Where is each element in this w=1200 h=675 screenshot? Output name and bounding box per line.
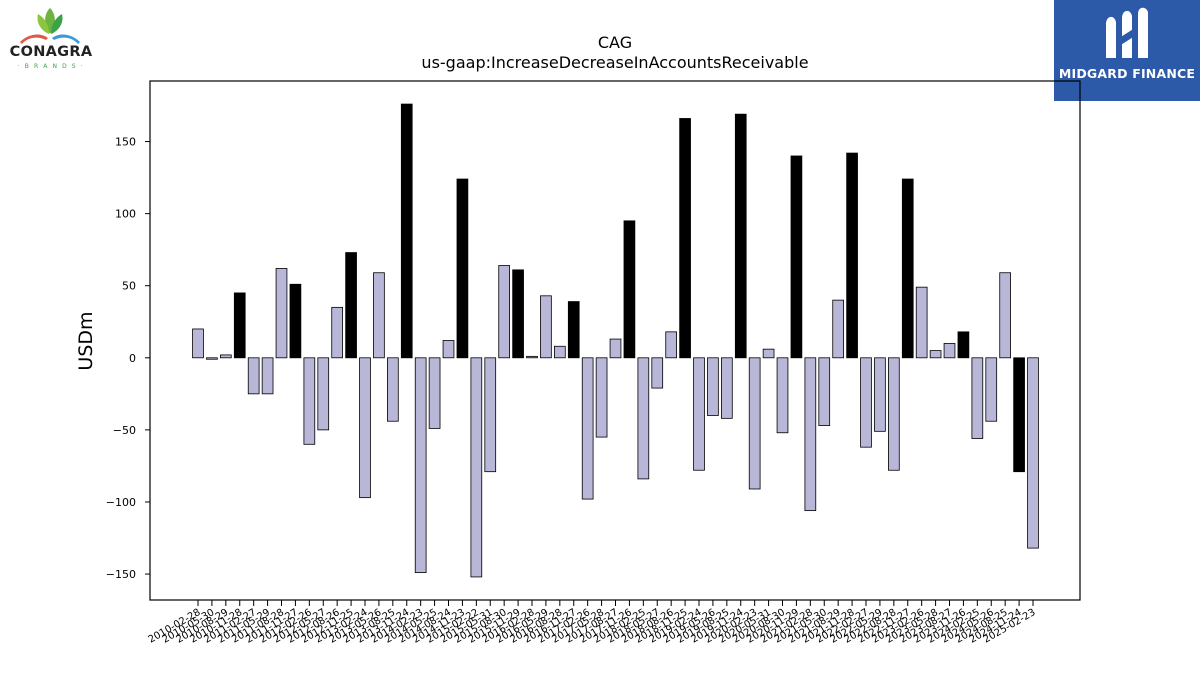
bar-2024-11-24 — [1013, 357, 1025, 473]
bar-2023-02-26 — [915, 286, 928, 359]
midgard-m-icon — [1106, 7, 1148, 59]
bar-2017-11-26 — [623, 220, 636, 359]
bar-2023-05-28 — [929, 350, 942, 359]
bar-2015-11-29 — [512, 269, 524, 359]
bar-2011-11-27 — [289, 283, 302, 359]
bar-2018-11-25 — [679, 118, 691, 359]
bar-2013-11-24 — [400, 103, 413, 359]
bar-2020-05-31 — [762, 348, 775, 359]
bar-2018-08-26 — [665, 331, 677, 359]
y-tick-label: −150 — [106, 568, 136, 581]
bar-2019-02-24 — [693, 357, 705, 471]
y-tick-label: 100 — [115, 208, 136, 221]
bar-2019-05-26 — [707, 357, 719, 416]
bar-2021-05-30 — [818, 357, 831, 426]
y-tick-label: 50 — [122, 280, 136, 293]
bar-2016-05-29 — [540, 295, 552, 359]
bar-2015-02-22 — [470, 357, 483, 578]
bar-2014-08-24 — [442, 340, 455, 359]
bar-2025-02-23 — [1027, 357, 1039, 549]
chart-title: CAG — [598, 33, 632, 52]
bars-group — [192, 103, 1039, 578]
bar-2011-02-27 — [247, 357, 260, 395]
bar-2022-02-27 — [860, 357, 872, 448]
bar-2024-05-26 — [985, 357, 998, 422]
conagra-subtext: · B R A N D S · — [17, 63, 85, 70]
bar-2017-05-28 — [595, 357, 608, 438]
chart-subtitle: us-gaap:IncreaseDecreaseInAccountsReceiv… — [421, 53, 808, 72]
y-tick-label: −100 — [106, 496, 136, 509]
bar-2020-08-30 — [776, 357, 789, 434]
bar-2010-11-28 — [233, 292, 246, 359]
bar-2013-08-25 — [387, 357, 399, 422]
y-tick-label: 0 — [129, 352, 136, 365]
bar-2021-08-29 — [832, 299, 844, 359]
bar-2021-11-28 — [846, 152, 858, 359]
bar-2024-08-25 — [999, 272, 1011, 359]
y-axis-ticks: −150 −100 −50 0 50 100 150 — [106, 136, 150, 581]
bar-2018-02-25 — [637, 357, 650, 480]
bar-2020-11-29 — [790, 155, 803, 359]
bar-2016-08-28 — [554, 345, 566, 359]
bar-2014-11-23 — [456, 178, 469, 359]
y-tick-label: −50 — [113, 424, 136, 437]
bar-2010-02-28 — [192, 328, 204, 359]
bar-2020-02-23 — [748, 357, 761, 490]
bar-2024-02-25 — [971, 357, 984, 439]
bar-2013-02-24 — [359, 357, 371, 499]
bar-2012-11-25 — [345, 252, 357, 359]
bar-2023-08-27 — [943, 342, 956, 359]
bar-2017-08-27 — [609, 338, 622, 359]
bar-2010-05-30 — [206, 357, 218, 360]
bar-2022-11-27 — [901, 178, 914, 359]
bar-2022-08-28 — [888, 357, 900, 471]
bar-2012-02-26 — [303, 357, 316, 445]
x-axis-ticks: 2010-02-282010-05-302010-08-292010-11-28… — [147, 600, 1038, 646]
conagra-logo: CONAGRA · B R A N D S · — [0, 0, 100, 76]
y-tick-label: 150 — [115, 136, 136, 149]
bar-2015-08-30 — [498, 265, 510, 359]
midgard-wordmark: MIDGARD FINANCE — [1058, 66, 1196, 81]
bar-2012-08-26 — [331, 306, 343, 359]
bar-2019-11-24 — [734, 113, 747, 359]
bar-2021-02-28 — [804, 357, 817, 512]
bar-2016-02-28 — [526, 355, 538, 359]
bar-2015-05-31 — [484, 357, 497, 473]
plot-frame — [149, 80, 1081, 601]
bar-2012-05-27 — [317, 357, 330, 431]
bar-2019-08-25 — [721, 357, 733, 419]
bar-2014-05-25 — [428, 357, 441, 429]
conagra-leaf-icon — [20, 8, 80, 44]
bar-2018-05-27 — [651, 357, 664, 389]
bar-2013-05-26 — [373, 272, 385, 359]
bar-2022-05-29 — [874, 357, 886, 432]
bar-2011-05-29 — [261, 357, 274, 395]
midgard-logo: MIDGARD FINANCE — [1054, 0, 1200, 101]
conagra-wordmark: CONAGRA — [9, 44, 93, 60]
bar-2010-08-29 — [220, 354, 232, 359]
y-axis-label: USDm — [75, 311, 97, 370]
bar-2011-08-28 — [275, 268, 288, 359]
bar-2016-11-27 — [567, 301, 580, 359]
bar-2017-02-26 — [581, 357, 594, 500]
bar-2014-02-23 — [414, 357, 427, 574]
bar-2023-11-26 — [957, 331, 970, 359]
